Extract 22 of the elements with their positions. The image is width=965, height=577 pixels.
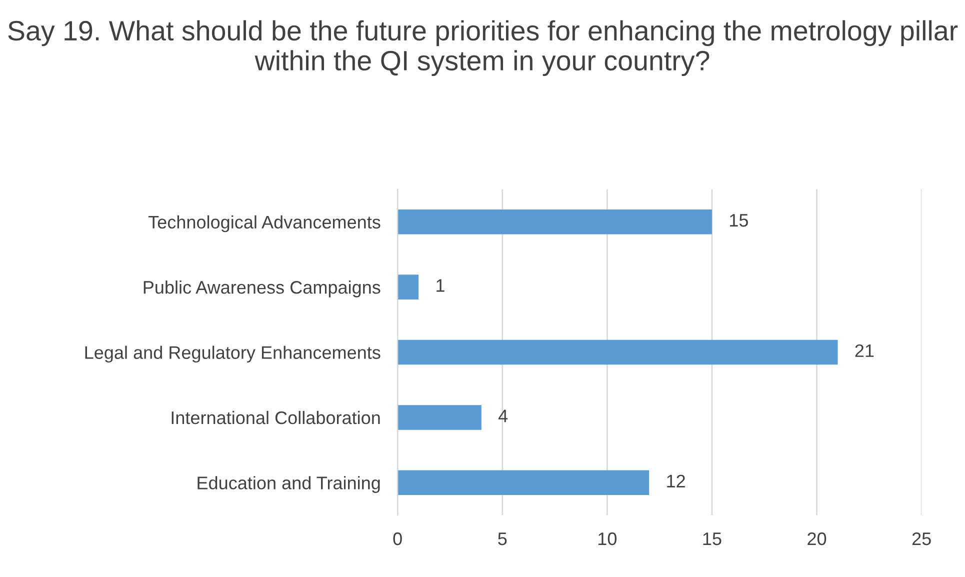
bar [398, 274, 419, 300]
y-tick-label: Education and Training [198, 476, 380, 493]
bar [398, 405, 482, 430]
data-label: 12 [667, 474, 685, 488]
data-label: 15 [730, 214, 748, 227]
x-tick-label: 20 [808, 532, 826, 546]
data-label: 1 [436, 279, 444, 292]
x-tick-label: 5 [498, 532, 507, 546]
x-tick-label: 25 [912, 532, 931, 546]
y-tick-label: Technological Advancements [148, 215, 380, 232]
y-tick-label: International Collaboration [172, 410, 380, 424]
data-label: 4 [498, 410, 508, 422]
bar [398, 340, 838, 365]
x-tick-label: 15 [703, 532, 722, 546]
bar [398, 209, 712, 234]
x-tick-label: 0 [393, 532, 402, 546]
data-label: 21 [855, 344, 874, 357]
chart-title: Say 19. What should be the future priorities for enhancing the metrology pillar within the QI system in your country? [8, 20, 958, 76]
y-tick-label: Public Awareness Campaigns [144, 280, 380, 298]
x-tick-label: 10 [598, 532, 617, 546]
bar [398, 470, 650, 496]
y-tick-label: Legal and Regulatory Enhancements [85, 346, 380, 363]
